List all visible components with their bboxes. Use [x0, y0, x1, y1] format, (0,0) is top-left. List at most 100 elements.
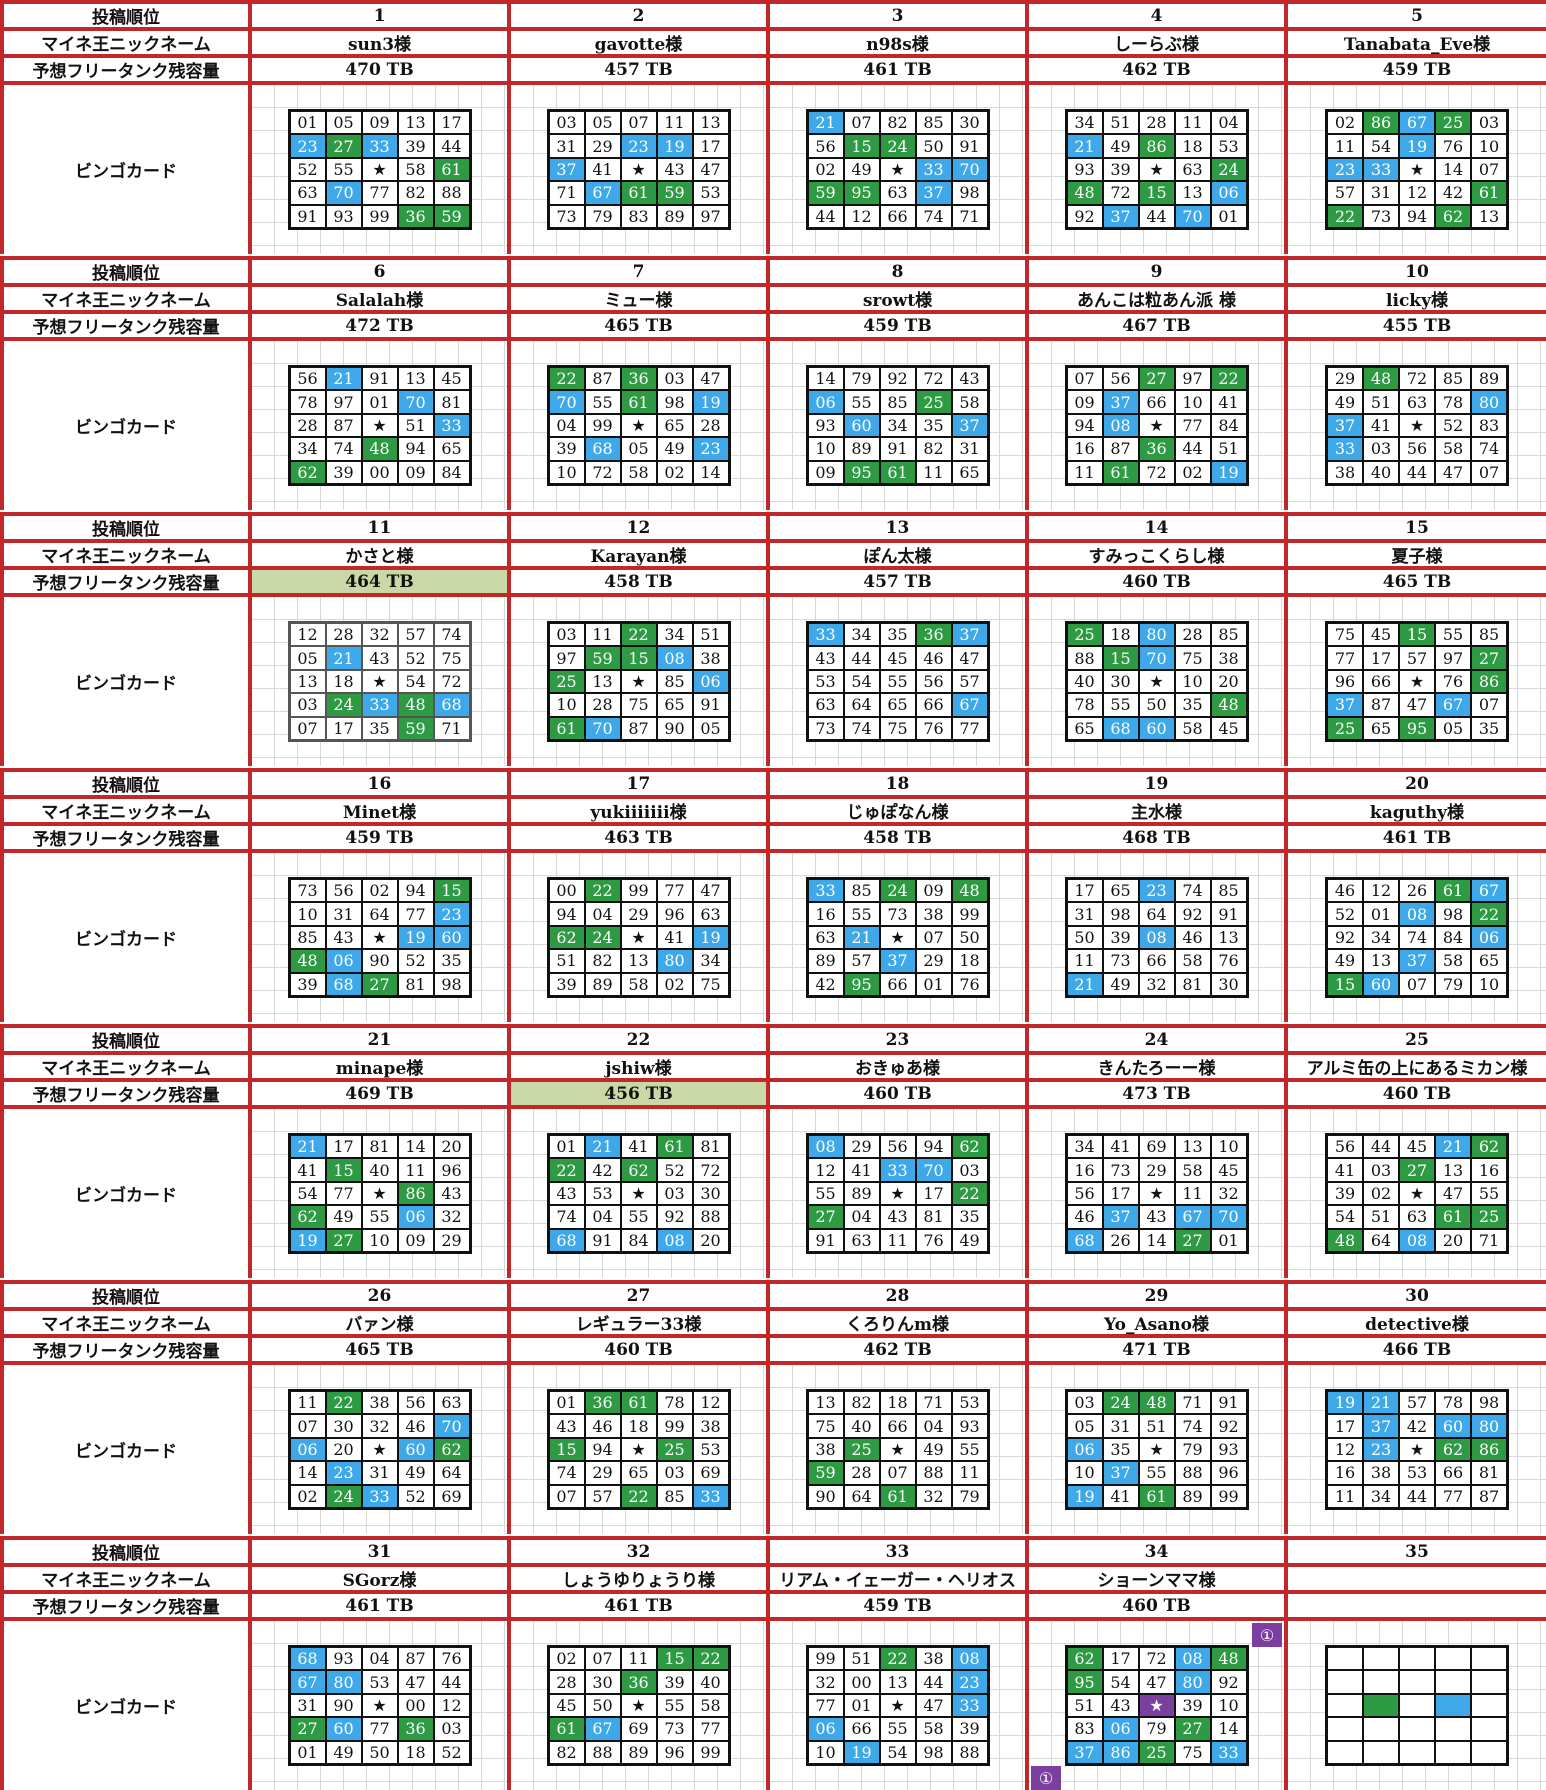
- free-space-star: ★: [362, 1438, 397, 1461]
- row-label-name: マイネ王ニックネーム: [4, 31, 248, 54]
- bingo-number: 23: [434, 903, 469, 925]
- bingo-number: 06: [808, 1718, 843, 1740]
- entry-name-cell: srowt様: [770, 287, 1025, 310]
- bingo-number: 76: [434, 1648, 469, 1670]
- entry-name-cell: リアム・イェーガー・ヘリオス: [770, 1567, 1025, 1590]
- bingo-number: 55: [657, 1694, 692, 1717]
- bingo-number: 94: [549, 903, 584, 925]
- entry-rank: 35: [1405, 1541, 1429, 1562]
- bingo-card-cell: 19 21 57 78 98 17 37 42 60 80 12 23 ★ 62 86 16 38 53 66 81 1…: [1288, 1365, 1546, 1534]
- bingo-number: 99: [657, 1415, 692, 1437]
- bingo-number: 64: [844, 694, 879, 716]
- bingo-number: 37: [1328, 414, 1362, 437]
- bingo-number: 37: [1400, 950, 1434, 972]
- bingo-number: 28: [1175, 624, 1210, 646]
- bingo-number: 99: [1211, 1485, 1246, 1507]
- row-label-card: ビンゴカード: [4, 853, 248, 1022]
- bingo-number: 05: [585, 112, 620, 134]
- bingo-card: [1325, 1645, 1509, 1766]
- entry-rank: 19: [1144, 773, 1169, 794]
- bingo-number: 87: [1364, 694, 1398, 716]
- bingo-number: 14: [693, 461, 728, 483]
- bingo-number: 39: [398, 135, 433, 157]
- row-label-text: 投稿順位: [92, 264, 160, 283]
- bingo-number: [1436, 1718, 1470, 1740]
- bingo-number: 33: [1328, 438, 1362, 460]
- bingo-number: 50: [916, 135, 951, 157]
- bingo-card: 03 05 07 11 13 31 29 23 19 17 37 41 ★ 43 47 71 67 61 59 53 7…: [546, 109, 731, 230]
- bingo-number: 88: [1067, 647, 1102, 669]
- bingo-number: 44: [1175, 438, 1210, 460]
- bingo-number: 19: [290, 1229, 325, 1251]
- bingo-number: 29: [844, 1136, 879, 1158]
- bingo-number: 02: [362, 880, 397, 902]
- bingo-number: 25: [1328, 717, 1362, 739]
- bingo-number: 89: [657, 205, 692, 227]
- bingo-number: 12: [693, 1392, 728, 1414]
- bingo-number: 38: [916, 903, 951, 925]
- bingo-number: 47: [916, 1694, 951, 1717]
- bingo-number: 39: [1103, 158, 1138, 181]
- bingo-number: 62: [1436, 1438, 1470, 1461]
- entry-tb: 473 TB: [1122, 1083, 1191, 1104]
- bingo-number: 22: [326, 1392, 361, 1414]
- bingo-number: 19: [1067, 1485, 1102, 1507]
- bingo-number: 13: [1175, 182, 1210, 204]
- bingo-number: 06: [326, 950, 361, 972]
- bingo-number: 14: [1211, 1718, 1246, 1740]
- bingo-card-cell: 33 34 35 36 37 43 44 45 46 47 53 54 55 56 57 63 64 65 66 67…: [770, 597, 1025, 766]
- entry-name-cell: yukiiiiiii様: [511, 799, 766, 822]
- bingo-card-cell: 03 11 22 34 51 97 59 15 08 38 25 13 ★ 85 06 10 28 75 65 91 6…: [511, 597, 766, 766]
- bingo-number: 98: [434, 973, 469, 995]
- bingo-number: 09: [398, 1229, 433, 1251]
- bingo-number: 34: [1067, 112, 1102, 134]
- bingo-number: 21: [1436, 1136, 1470, 1158]
- bingo-number: 65: [621, 1462, 656, 1484]
- row-label-text: マイネ王ニックネーム: [41, 547, 211, 566]
- bingo-number: 66: [1139, 391, 1174, 413]
- bingo-number: 44: [1400, 461, 1434, 483]
- bingo-number: 41: [657, 926, 692, 949]
- bingo-number: 98: [1103, 903, 1138, 925]
- bingo-number: 37: [952, 414, 987, 437]
- bingo-card-cell: 62 17 72 08 48 95 54 47 80 92 51 43 ★ 39 10 83 06 79 27 14 3…: [1029, 1621, 1284, 1790]
- bingo-number: 79: [844, 368, 879, 390]
- bingo-number: 94: [1400, 205, 1434, 227]
- bingo-number: 92: [1211, 1671, 1246, 1693]
- entry-tb-cell: 473 TB: [1029, 1082, 1284, 1105]
- bingo-number: 13: [1472, 205, 1506, 227]
- bingo-number: 33: [1364, 158, 1398, 181]
- bingo-number: 91: [808, 1229, 843, 1251]
- bingo-number: 91: [1211, 903, 1246, 925]
- bingo-number: 62: [952, 1136, 987, 1158]
- bingo-card-cell: 00 22 99 77 47 94 04 29 96 63 62 24 ★ 41 19 51 82 13 80 34 3…: [511, 853, 766, 1022]
- bingo-number: 86: [1103, 1741, 1138, 1763]
- bingo-number: 88: [434, 182, 469, 204]
- bingo-number: 68: [1103, 717, 1138, 739]
- bingo-number: 91: [693, 694, 728, 716]
- bingo-number: 22: [693, 1648, 728, 1670]
- free-space-star: ★: [1139, 1438, 1174, 1461]
- entry-block: 投稿順位 マイネ王ニックネーム 予想フリータンク残容量 ビンゴカード 1 sun3様 470…: [0, 0, 1546, 254]
- bingo-number: 36: [621, 1671, 656, 1693]
- row-label-tb: 予想フリータンク残容量: [4, 1594, 248, 1617]
- bingo-number: 53: [952, 1392, 987, 1414]
- bingo-number: 21: [1364, 1392, 1398, 1414]
- free-space-star: ★: [362, 158, 397, 181]
- bingo-number: 16: [1328, 1462, 1362, 1484]
- bingo-number: 07: [549, 1485, 584, 1507]
- bingo-number: 99: [585, 414, 620, 437]
- bingo-number: 43: [549, 1182, 584, 1205]
- bingo-number: 33: [693, 1485, 728, 1507]
- bingo-number: 50: [1067, 926, 1102, 949]
- bingo-card-cell: 25 18 80 28 85 88 15 70 75 38 40 30 ★ 10 20 78 55 50 35 48 6…: [1029, 597, 1284, 766]
- bingo-card-cell: 33 85 24 09 48 16 55 73 38 99 63 21 ★ 07 50 89 57 37 29 18 4…: [770, 853, 1025, 1022]
- bingo-number: 86: [1364, 112, 1398, 134]
- entry-name: きんたろーー様: [1097, 1059, 1216, 1078]
- bingo-number: 36: [1139, 438, 1174, 460]
- entry-rank-cell: 31: [252, 1540, 507, 1563]
- bingo-number: 22: [621, 624, 656, 646]
- bingo-number: 90: [362, 950, 397, 972]
- bingo-number: 07: [880, 1462, 915, 1484]
- bingo-number: 56: [290, 368, 325, 390]
